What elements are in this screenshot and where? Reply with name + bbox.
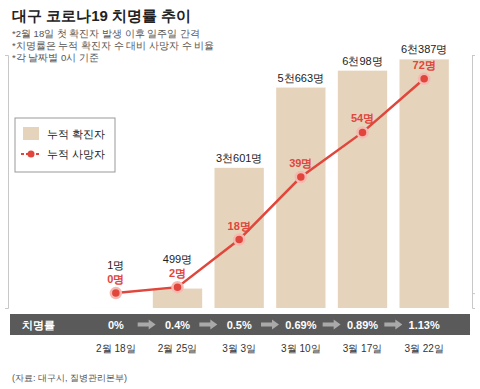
marker: [234, 235, 244, 245]
legend-box: [15, 118, 115, 172]
rate-row: 치명률 0% 0.4% 0.5% 0.69% 0.89% 1.13%: [10, 314, 470, 335]
rate-value: 0%: [108, 319, 124, 331]
rate-value: 1.13%: [409, 319, 440, 331]
x-axis-tick: 3월 10일: [281, 343, 320, 354]
x-axis-tick: 2월 25일: [158, 343, 197, 354]
title: 대구 코로나19 치명률 추이: [12, 7, 191, 24]
note: *치명률은 누적 확진자 수 대비 사망자 수 비율: [12, 40, 214, 51]
y-axis-tick-mark: [5, 308, 8, 309]
data-label: 39명: [289, 157, 312, 169]
data-labels: 0명 2명 18명 39명 54명 72명 1명 499명 3천601명 5천663명 6천98명 6…: [107, 43, 447, 285]
rate-arrow: [261, 320, 279, 330]
y2-axis-tick: [472, 55, 475, 56]
rate-label: 치명률: [22, 319, 55, 331]
x-tick-label: 2월 25일: [158, 343, 197, 354]
x-tick-label: 3월 10일: [281, 343, 320, 354]
y-axis-tick-mark: [5, 55, 8, 56]
y2-axis-tick: [472, 293, 475, 294]
y2-axis-line: [473, 56, 476, 309]
rate-value: 0.4%: [165, 319, 190, 331]
plot-marks: [91, 59, 449, 308]
x-tick-label: 2월 18일: [96, 343, 135, 354]
y-axis-line: [5, 56, 9, 309]
y-axis-tick: [5, 308, 8, 309]
rate-value: 0.89%: [347, 319, 378, 331]
legend-label: 누적 확진자: [47, 128, 105, 140]
x-axis-tick: 3월 3일: [222, 343, 256, 354]
x-tick-label: 3월 3일: [222, 343, 256, 354]
marker: [173, 282, 183, 292]
bar: [215, 168, 264, 308]
x-axis: 2월 18일 2월 25일 3월 3일 3월 10일 3월 17일 3월 22일: [96, 343, 444, 354]
marker: [419, 74, 429, 84]
x-axis-tick: 3월 17일: [343, 343, 382, 354]
rate-arrow: [384, 320, 402, 330]
legend: 누적 확진자누적 사망자: [15, 118, 115, 172]
data-label: 72명: [413, 59, 436, 71]
data-label: 6천387명: [401, 43, 447, 55]
marker: [111, 288, 121, 298]
y2-axis: [472, 56, 475, 309]
data-label: 5천663명: [278, 72, 324, 84]
note: *2월 18일 첫 확진자 발생 이후 일주일 간격: [12, 28, 200, 39]
source: (자료: 대구시, 질병관리본부): [12, 373, 127, 383]
rate-value: 0.5%: [227, 319, 252, 331]
bar: [276, 88, 325, 308]
x-axis-tick: 2월 18일: [96, 343, 135, 354]
legend-marker: [28, 151, 35, 158]
x-tick-label: 3월 17일: [343, 343, 382, 354]
y2-axis-tick-mark: [472, 293, 475, 294]
chart-container: 대구 코로나19 치명률 추이 *2월 18일 첫 확진자 발생 이후 일주일 간…: [0, 0, 480, 389]
marker: [296, 172, 306, 182]
marker: [358, 127, 368, 137]
data-label: 3천601명: [216, 152, 262, 164]
note: *각 날짜별 0시 기준: [12, 52, 99, 63]
data-label: 54명: [351, 112, 374, 124]
x-axis-tick: 3월 22일: [404, 343, 443, 354]
rate-arrow: [138, 320, 156, 330]
y-axis: [5, 56, 9, 309]
data-label: 0명: [107, 273, 124, 285]
bar: [400, 59, 449, 308]
rate-arrow: [323, 320, 341, 330]
bar: [91, 307, 140, 308]
data-label: 1명: [107, 259, 124, 271]
rate-band: [10, 314, 470, 335]
chart-svg: 대구 코로나19 치명률 추이 *2월 18일 첫 확진자 발생 이후 일주일 간…: [0, 0, 480, 389]
line: [116, 79, 424, 293]
data-label: 18명: [228, 220, 251, 232]
data-label: 499명: [163, 253, 192, 265]
data-label: 2명: [169, 267, 186, 279]
x-tick-label: 3월 22일: [404, 343, 443, 354]
y2-axis-tick-mark: [472, 55, 475, 56]
y-axis-tick: [5, 55, 8, 56]
legend-label: 누적 사망자: [47, 148, 105, 160]
rate-value: 0.69%: [285, 319, 316, 331]
bar: [338, 71, 387, 308]
legend-swatch: [23, 127, 39, 140]
data-label: 6천98명: [342, 55, 382, 67]
rate-arrow: [199, 320, 217, 330]
